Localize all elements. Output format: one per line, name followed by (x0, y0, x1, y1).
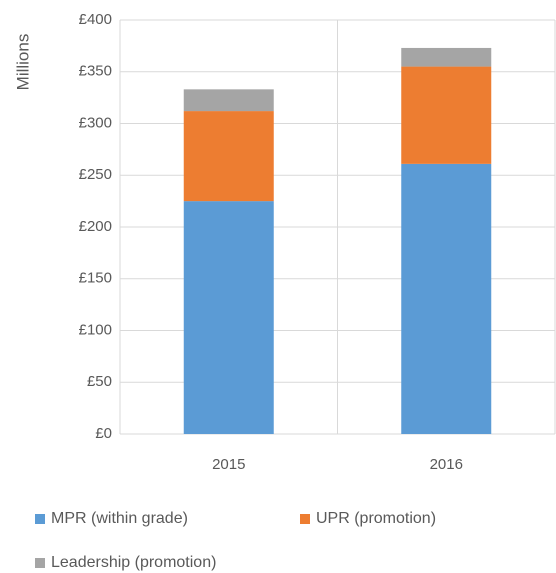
x-tick-label: 2015 (212, 456, 245, 473)
bar-segment (401, 47, 492, 67)
legend-swatch (35, 514, 45, 524)
bar-segment (401, 66, 492, 164)
legend-swatch (35, 558, 45, 568)
legend-swatch (300, 514, 310, 524)
legend-label: Leadership (promotion) (51, 554, 216, 571)
bar-segment (183, 89, 274, 112)
bar-segment (183, 201, 274, 434)
y-tick-label: £0 (95, 425, 112, 442)
x-tick-label: 2016 (430, 456, 463, 473)
y-tick-label: £300 (79, 114, 112, 131)
y-axis-label: Millions (13, 34, 32, 91)
bar-segment (401, 163, 492, 435)
bar-segment (183, 111, 274, 202)
legend-label: MPR (within grade) (51, 510, 188, 527)
legend-label: UPR (promotion) (316, 510, 436, 527)
y-tick-label: £200 (79, 218, 112, 235)
y-tick-label: £150 (79, 270, 112, 287)
y-tick-label: £250 (79, 166, 112, 183)
y-tick-label: £350 (79, 63, 112, 80)
y-tick-label: £400 (79, 11, 112, 28)
y-tick-label: £50 (87, 373, 112, 390)
y-tick-label: £100 (79, 321, 112, 338)
